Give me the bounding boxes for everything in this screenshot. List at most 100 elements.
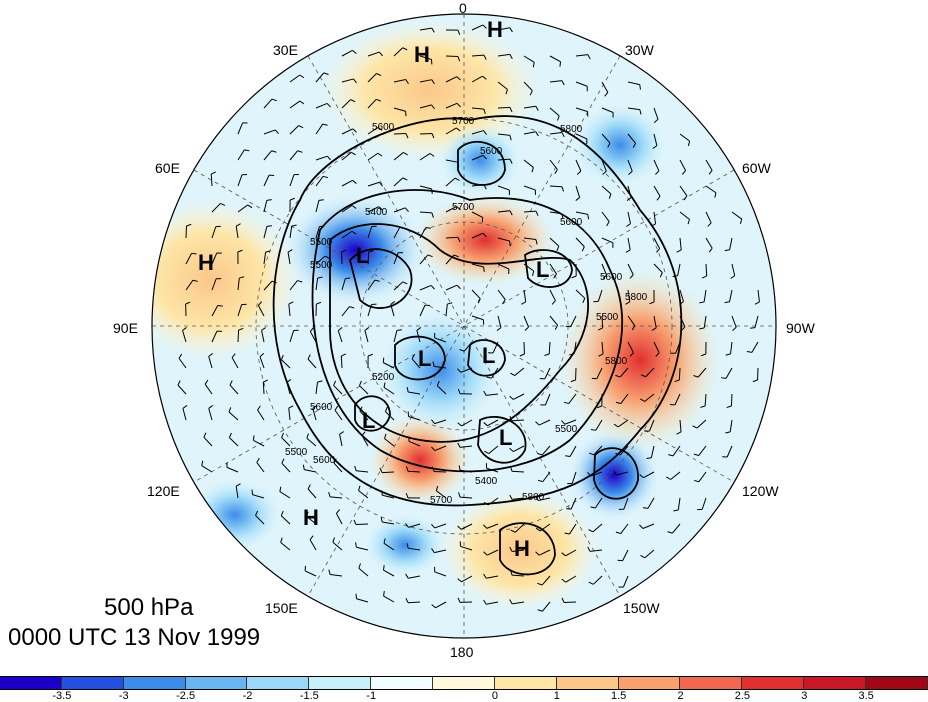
wind-barb-flag (699, 301, 705, 304)
wind-barb-flag (613, 470, 617, 476)
longitude-label-90e: 90E (113, 320, 138, 336)
wind-barb (538, 419, 551, 426)
wind-barb-flag (402, 177, 408, 181)
wind-barb-flag (502, 299, 506, 305)
wind-barb-flag (425, 227, 431, 229)
low-pressure-label: L (418, 346, 432, 371)
high-pressure-label: H (487, 17, 503, 42)
wind-barb (393, 227, 401, 239)
wind-barb (315, 123, 324, 135)
wind-barb-flag (700, 405, 706, 408)
wind-barb-flag (328, 569, 331, 575)
wind-barb-flag (352, 49, 357, 54)
wind-barb (306, 516, 317, 525)
wind-barb-flag (252, 435, 255, 441)
wind-barb-flag (561, 420, 566, 425)
colorbar-tick-label: 3.5 (858, 690, 874, 702)
wind-barb-flag (625, 249, 631, 253)
wind-barb (596, 367, 603, 380)
wind-barb-flag (390, 301, 396, 305)
colorbar-tick-label: -3.5 (52, 690, 72, 702)
wind-barb-flag (288, 405, 294, 409)
wind-barb-flag (239, 276, 245, 279)
wind-barb (459, 496, 473, 499)
longitude-label-60e: 60E (155, 160, 180, 176)
wind-barb (367, 304, 372, 317)
wind-barb-flag (287, 249, 293, 253)
wind-barb (419, 211, 433, 214)
wind-barb-flag (257, 405, 261, 411)
wind-barb (309, 539, 317, 551)
high-pressure-label: H (514, 536, 530, 561)
wind-barb (235, 226, 239, 239)
wind-barb-flag (631, 325, 636, 331)
wind-barb-flag (646, 457, 652, 459)
wind-barb (237, 304, 243, 317)
wind-barb (257, 409, 265, 421)
wind-barb (549, 80, 562, 83)
wind-barb (548, 341, 551, 355)
wind-barb-flag (590, 428, 596, 431)
wind-barb-flag (431, 27, 435, 33)
wind-barb-flag (509, 240, 511, 247)
wind-barb-flag (402, 281, 408, 285)
wind-barb (419, 55, 432, 60)
wind-barb-flag (484, 450, 489, 455)
wind-barb-flag (596, 405, 602, 409)
wind-barb (461, 419, 473, 427)
wind-barb-flag (383, 382, 386, 388)
wind-barb (592, 523, 603, 533)
wind-barb-flag (326, 103, 331, 108)
colorbar-tick-label: -2 (242, 690, 253, 702)
wind-barb-flag (374, 279, 380, 282)
wind-barb-flag (279, 486, 282, 492)
wind-barb (601, 81, 609, 93)
wind-barb-flag (220, 202, 226, 206)
wind-barb (340, 355, 343, 369)
wind-barb (235, 486, 239, 499)
wind-barb-flag (581, 246, 585, 252)
wind-barb (549, 289, 556, 301)
wind-barb-flag (509, 599, 513, 605)
wind-barb-flag (714, 192, 717, 198)
wind-barb (627, 107, 640, 111)
wind-barb (383, 542, 395, 551)
wind-barb-flag (431, 466, 435, 472)
wind-barb-flag (457, 237, 461, 243)
wind-barb (289, 74, 301, 83)
wind-barb-flag (551, 300, 556, 305)
wind-barb (486, 467, 499, 473)
wind-barb (434, 337, 447, 343)
wind-barb-flag (524, 326, 529, 331)
wind-barb-flag (336, 509, 341, 514)
wind-barb (460, 545, 473, 551)
wind-barb-flag (482, 155, 487, 160)
wind-barb-flag (535, 210, 539, 216)
wind-barb (538, 497, 551, 502)
wind-barb-flag (482, 75, 487, 80)
wind-barb-flag (351, 205, 357, 209)
wind-barb (393, 281, 404, 291)
wind-barb (653, 107, 659, 120)
wind-barb-flag (280, 354, 284, 360)
wind-barb (204, 383, 213, 395)
colorbar-swatch (433, 677, 495, 689)
wind-barb (511, 470, 525, 473)
wind-barb (471, 154, 484, 161)
wind-barb-flag (629, 274, 634, 279)
wind-barb (622, 549, 629, 561)
wind-barb-flag (535, 527, 541, 532)
wind-barb-flag (556, 245, 560, 251)
wind-barb (497, 315, 502, 328)
wind-barb (627, 159, 633, 172)
wind-barb (408, 391, 421, 395)
wind-barb-flag (368, 249, 374, 253)
wind-barb-flag (326, 155, 331, 161)
wind-barb (261, 330, 265, 343)
wind-barb (471, 263, 484, 268)
wind-barb (341, 230, 353, 239)
wind-barb-flag (309, 535, 314, 540)
wind-barb (679, 419, 682, 432)
wind-barb (359, 410, 369, 421)
wind-barb (358, 567, 369, 577)
